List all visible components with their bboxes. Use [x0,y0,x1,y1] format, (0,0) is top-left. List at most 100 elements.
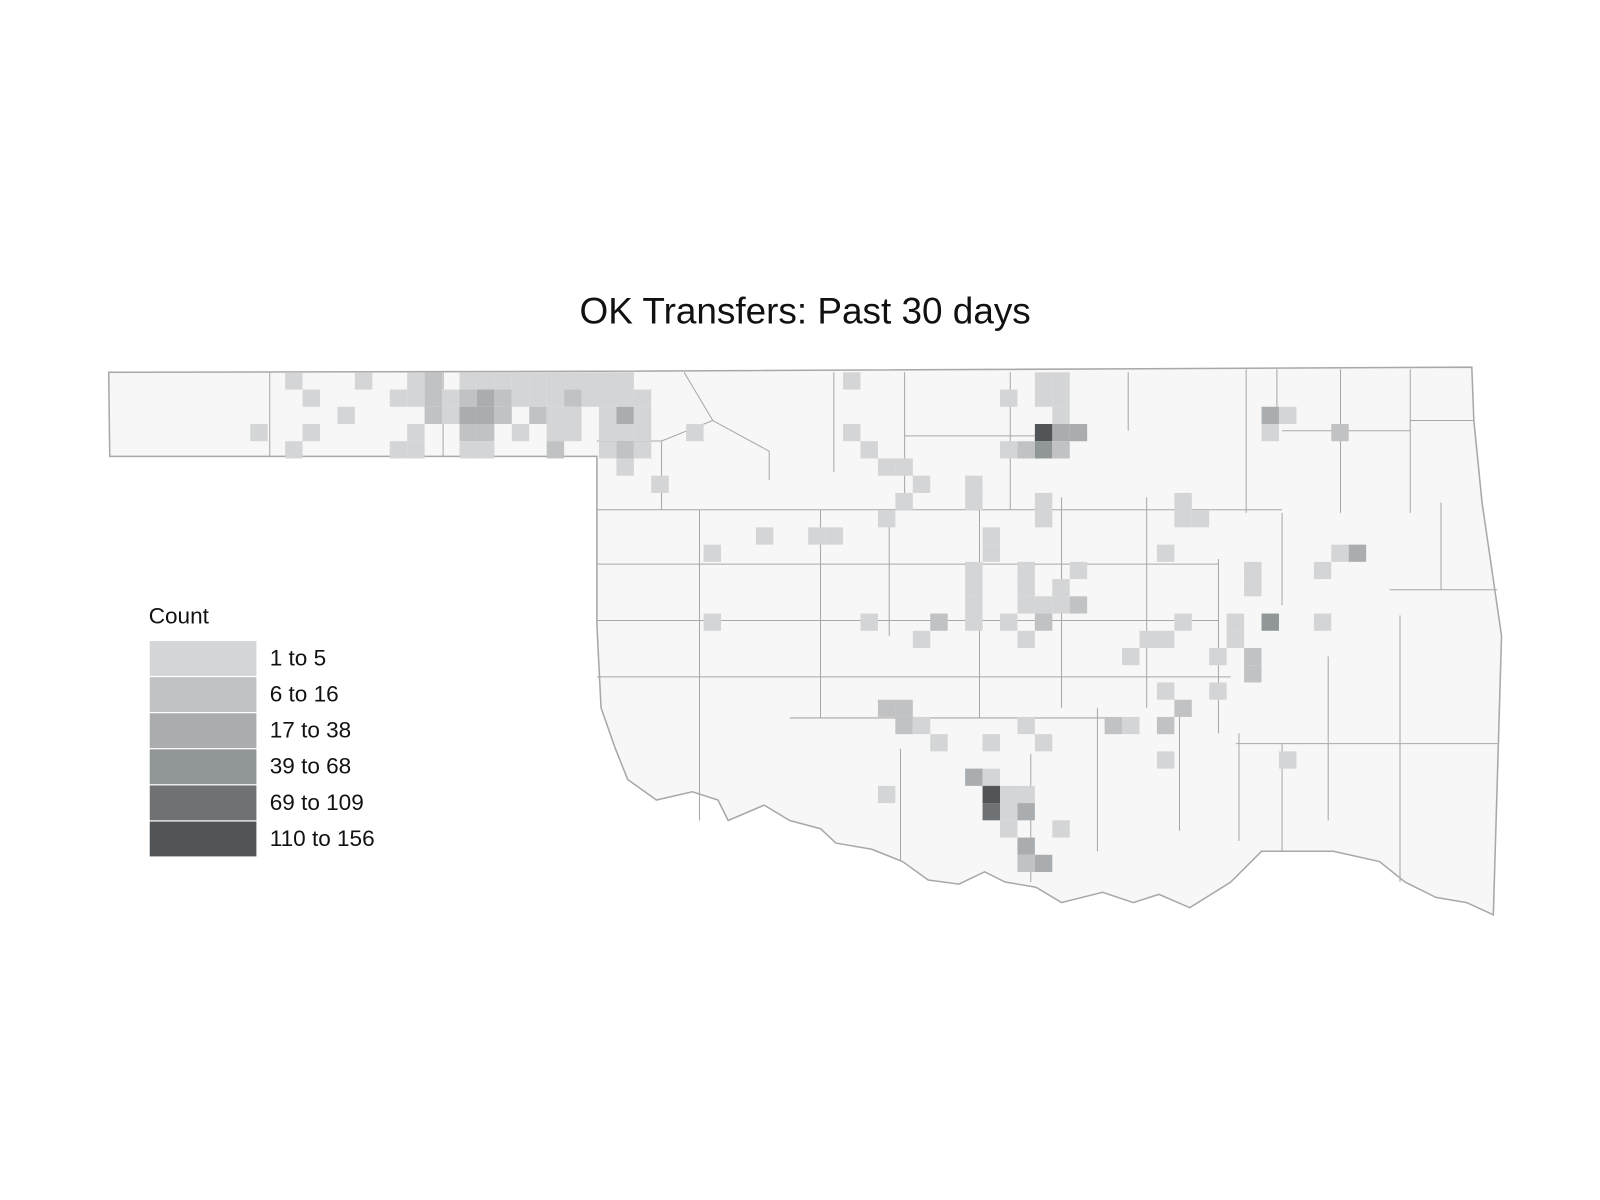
grid-cell [1226,630,1245,648]
grid-cell [755,527,774,545]
legend-swatch [149,785,257,821]
grid-cell [476,441,495,459]
grid-cell [808,527,826,545]
grid-cell [407,441,425,459]
grid-cell [1052,579,1070,597]
grid-cell [1000,803,1018,821]
grid-cell [965,492,983,511]
grid-cell [546,372,565,390]
grid-cell [1156,682,1175,700]
grid-cell [1000,820,1018,838]
grid-cell [1139,630,1157,648]
grid-cell [1034,613,1053,631]
grid-cell [442,406,460,424]
grid-cell [494,389,512,407]
grid-cell [965,596,983,614]
grid-cell [564,389,582,407]
grid-cell [1331,544,1349,562]
grid-cell [912,630,931,648]
grid-cell [424,406,443,424]
grid-cell [1244,579,1262,597]
grid-cell [337,406,355,424]
grid-cell [982,768,1000,786]
grid-cell [459,441,477,459]
grid-cell [1278,751,1297,769]
grid-cell [616,389,634,407]
grid-cell [1069,424,1088,442]
legend-swatch [149,821,257,857]
legend-swatch [149,641,257,676]
grid-cell [982,785,1000,804]
chart-title: OK Transfers: Past 30 days [579,291,1030,332]
grid-cell [1052,389,1070,407]
grid-cell [616,424,634,442]
legend-label: 6 to 16 [270,682,339,707]
grid-cell [965,475,983,493]
grid-cell [616,372,634,390]
grid-cell [1052,441,1070,459]
grid-cell [1017,561,1035,580]
grid-cell [1209,648,1227,666]
grid-cell [1017,716,1035,735]
grid-cell [1017,785,1035,804]
grid-cell [407,389,425,407]
grid-cell [965,613,983,631]
legend-swatch [149,713,257,749]
grid-cell [1313,613,1332,631]
grid-cell [459,372,477,390]
grid-cell [1122,648,1140,666]
grid-cell [965,561,983,580]
grid-cell [285,372,303,390]
grid-cell [1000,613,1018,631]
grid-cell [860,441,878,459]
grid-cell [1000,785,1018,804]
grid-cell [1034,734,1053,752]
grid-cell [564,406,582,424]
grid-cell [1348,544,1367,562]
grid-cell [529,372,547,390]
grid-cell [965,768,983,786]
grid-cell [581,389,599,407]
grid-cell [511,372,530,390]
grid-cell [633,406,652,424]
grid-cell [877,785,896,804]
cell-layer [250,372,1367,872]
grid-cell [877,458,896,476]
grid-cell [581,372,599,390]
grid-cell [1261,406,1279,424]
grid-cell [1034,424,1053,442]
grid-cell [494,372,512,390]
grid-cell [459,406,477,424]
grid-cell [459,389,477,407]
grid-cell [407,372,425,390]
grid-cell [1156,751,1175,769]
grid-cell [633,441,652,459]
grid-cell [1331,424,1349,442]
grid-cell [250,424,268,442]
grid-cell [1017,854,1035,872]
grid-cell [511,389,530,407]
grid-cell [1244,561,1262,580]
grid-cell [895,458,913,476]
grid-cell [1017,837,1035,855]
grid-cell [302,424,320,442]
grid-cell [895,699,913,717]
grid-cell [1052,820,1070,838]
grid-cell [546,424,565,442]
legend-title: Count [149,603,210,628]
grid-cell [1174,613,1192,631]
legend-label: 17 to 38 [270,718,352,743]
grid-cell [895,716,913,735]
grid-cell [1156,716,1175,735]
grid-cell [285,441,303,459]
grid-cell [1261,613,1279,631]
grid-cell [598,424,617,442]
grid-cell [407,424,425,442]
grid-cell [982,803,1000,821]
grid-cell [1156,544,1175,562]
grid-cell [546,406,565,424]
legend-label: 1 to 5 [270,645,326,670]
grid-cell [1244,648,1262,666]
grid-cell [895,492,913,511]
